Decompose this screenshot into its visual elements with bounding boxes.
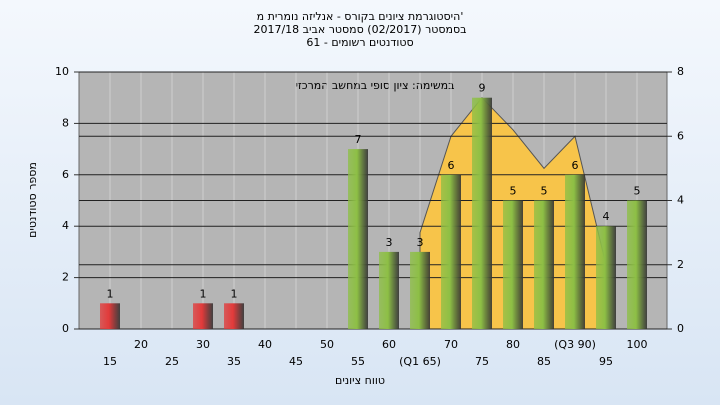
- value-label: 9: [479, 82, 486, 95]
- x-tick-label: 40: [258, 338, 272, 351]
- y-tick-label: 8: [62, 116, 69, 129]
- bar: [379, 251, 399, 329]
- x-tick-label: 75: [475, 355, 489, 368]
- chart-title: היסטוגרמת ציונים בקורס - אנליזה נומרית מ…: [257, 10, 464, 23]
- bar: [596, 226, 616, 329]
- value-label: 4: [603, 210, 610, 223]
- bar: [565, 174, 585, 329]
- y-tick-label: 4: [62, 219, 69, 232]
- x-tick-label: 70: [444, 338, 458, 351]
- bar: [193, 303, 213, 329]
- value-label: 6: [448, 159, 455, 172]
- annotation: במשימה: ציון סופי במחשב המרכזי: [295, 79, 454, 92]
- value-label: 1: [107, 287, 114, 300]
- bar: [534, 200, 554, 329]
- x-tick-label: 80: [506, 338, 520, 351]
- value-label: 5: [541, 185, 548, 198]
- y-tick-label: 6: [62, 168, 69, 181]
- value-label: 1: [200, 287, 207, 300]
- bar: [100, 303, 120, 329]
- bar: [224, 303, 244, 329]
- x-tick-label: 15: [103, 355, 117, 368]
- y2-tick-label: 0: [677, 322, 684, 335]
- x-tick-label: (Q1 65): [399, 355, 441, 368]
- x-tick-label: (Q3 90): [554, 338, 596, 351]
- value-label: 3: [386, 236, 393, 249]
- x-tick-label: 95: [599, 355, 613, 368]
- x-tick-label: 55: [351, 355, 365, 368]
- bar: [441, 174, 461, 329]
- bar: [348, 149, 368, 329]
- y2-tick-label: 2: [677, 258, 684, 271]
- value-label: 7: [355, 133, 362, 146]
- x-axis-label: טווח ציונים: [335, 374, 385, 387]
- chart-subtitle: בסמסטר (02/2017) סמסטר אביב 2017/18: [253, 23, 466, 36]
- bar: [627, 200, 647, 329]
- x-tick-label: 100: [627, 338, 648, 351]
- y2-tick-label: 8: [677, 65, 684, 78]
- value-label: 1: [231, 287, 238, 300]
- x-tick-label: 25: [165, 355, 179, 368]
- value-label: 5: [634, 185, 641, 198]
- x-tick-label: 35: [227, 355, 241, 368]
- value-label: 3: [417, 236, 424, 249]
- y-tick-label: 10: [55, 65, 69, 78]
- y-axis-label: מספר סטודנטים: [26, 162, 39, 238]
- x-tick-label: 20: [134, 338, 148, 351]
- bar: [472, 97, 492, 329]
- x-tick-label: 45: [289, 355, 303, 368]
- bar: [503, 200, 523, 329]
- x-tick-label: 30: [196, 338, 210, 351]
- y-tick-label: 0: [62, 322, 69, 335]
- x-tick-label: 50: [320, 338, 334, 351]
- bar: [410, 251, 430, 329]
- x-tick-label: 85: [537, 355, 551, 368]
- y2-tick-label: 6: [677, 129, 684, 142]
- x-tick-label: 60: [382, 338, 396, 351]
- value-label: 6: [572, 159, 579, 172]
- value-label: 5: [510, 185, 517, 198]
- chart-subtitle: סטודנטים רשומים - 61: [306, 36, 413, 49]
- y2-tick-label: 4: [677, 194, 684, 207]
- y-tick-label: 2: [62, 271, 69, 284]
